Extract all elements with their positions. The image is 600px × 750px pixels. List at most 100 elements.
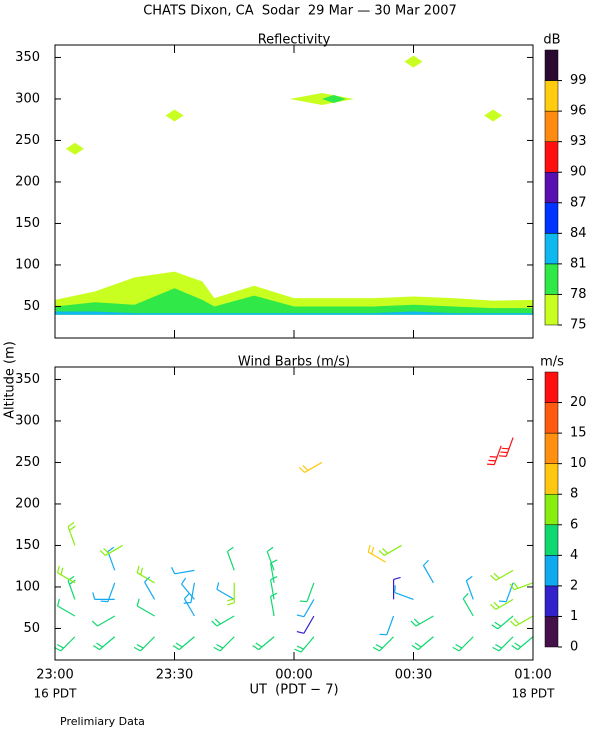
- x-tick-label: 01:00: [514, 668, 551, 683]
- colorbar-tick-label: 4: [570, 548, 578, 563]
- wind-barb: [422, 559, 434, 584]
- colorbar-tick-label: 15: [570, 426, 587, 441]
- colorbar-tick-label: 20: [570, 395, 587, 410]
- wind-barb: [490, 598, 514, 610]
- wind-barb: [136, 598, 155, 617]
- colorbar-segment: [544, 233, 559, 265]
- colorbar-tick-label: 81: [570, 256, 587, 271]
- colorbar-tick-label: 93: [570, 134, 587, 149]
- wind-barb: [490, 569, 514, 581]
- wind-barb: [510, 615, 534, 627]
- y-tick-label: 300: [15, 413, 40, 428]
- wind-barb: [226, 546, 235, 571]
- wind-barb: [462, 593, 474, 617]
- y-tick-label: 50: [23, 299, 40, 314]
- y-tick-label: 200: [15, 174, 40, 189]
- wind-barb: [491, 615, 514, 630]
- x-tick-label: 00:30: [395, 668, 432, 683]
- colorbar-segment: [544, 294, 559, 326]
- colorbar-tick-label: 2: [570, 578, 578, 593]
- wind-barb: [452, 636, 474, 652]
- wind-barb: [270, 575, 278, 600]
- reflectivity-patch: [65, 142, 84, 155]
- colorbar-tick-label: 96: [570, 104, 587, 119]
- wind-barb: [133, 636, 156, 652]
- panel-title: Wind Barbs (m/s): [238, 355, 350, 370]
- y-tick-label: 100: [15, 579, 40, 594]
- colorbar-label: m/s: [540, 355, 564, 370]
- wind-barb: [227, 582, 235, 606]
- footnote: Prelimiary Data: [60, 715, 145, 728]
- colorbar-tick-label: 10: [570, 456, 587, 471]
- colorbar-segment: [544, 141, 559, 173]
- wind-barb: [54, 636, 76, 652]
- colorbar-tick-label: 0: [570, 640, 578, 655]
- wind-barb: [100, 582, 116, 603]
- x-sublabel: 16 PDT: [34, 687, 78, 701]
- wind-barb: [216, 582, 235, 600]
- colorbar-tick-label: 84: [570, 226, 587, 241]
- colorbar-segment: [544, 432, 559, 464]
- y-tick-label: 350: [15, 372, 40, 387]
- wind-barb: [509, 582, 534, 591]
- wind-barb: [107, 546, 116, 571]
- wind-barb: [93, 636, 116, 651]
- wind-barb: [252, 636, 275, 651]
- wind-barb: [99, 544, 124, 556]
- y-tick-label: 50: [23, 621, 40, 636]
- wind-barb: [298, 461, 323, 473]
- y-tick-label: 200: [15, 496, 40, 511]
- wind-barb: [299, 582, 315, 603]
- reflectivity-patch: [321, 94, 346, 103]
- wind-barb: [492, 636, 514, 652]
- colorbar-tick-label: 6: [570, 517, 578, 532]
- wind-barb: [294, 636, 315, 653]
- y-tick-label: 250: [15, 133, 40, 148]
- reflectivity-band: [55, 311, 533, 315]
- colorbar-segment: [544, 171, 559, 204]
- colorbar-segment: [544, 463, 559, 495]
- colorbar-tick-label: 8: [570, 487, 578, 502]
- x-tick-label: 23:30: [156, 668, 193, 683]
- wind-barb: [394, 585, 414, 600]
- reflectivity-patch: [484, 109, 503, 122]
- colorbar-tick-label: 1: [570, 609, 578, 624]
- wind-barb: [172, 636, 195, 651]
- wind-barb: [144, 576, 156, 600]
- wind-barb: [378, 544, 402, 556]
- wind-barb: [57, 565, 76, 584]
- wind-barb: [270, 592, 278, 617]
- colorbar-segment: [544, 402, 559, 434]
- colorbar-segment: [544, 202, 559, 234]
- wind-barb: [411, 636, 434, 651]
- wind-barb: [465, 575, 474, 600]
- plot-frame: [54, 366, 534, 661]
- wind-barb: [183, 593, 195, 617]
- wind-barb: [213, 636, 235, 652]
- wind-barb: [498, 437, 514, 457]
- wind-barb: [379, 615, 395, 636]
- wind-barb: [410, 615, 434, 627]
- wind-barb: [91, 615, 116, 627]
- wind-barb: [296, 615, 315, 634]
- y-tick-label: 350: [15, 50, 40, 65]
- y-tick-label: 150: [15, 538, 40, 553]
- x-axis-label: UT (PDT − 7): [249, 683, 338, 698]
- reflectivity-patch: [404, 55, 423, 68]
- colorbar-segment: [544, 524, 559, 556]
- x-tick-label: 00:00: [275, 668, 312, 683]
- colorbar-tick-label: 99: [570, 73, 587, 88]
- colorbar-segment: [544, 110, 559, 142]
- colorbar-segment: [544, 555, 559, 587]
- wind-barb: [392, 576, 401, 600]
- y-tick-label: 300: [15, 91, 40, 106]
- wind-barb: [372, 636, 395, 652]
- wind-barb: [296, 599, 315, 618]
- reflectivity-patch: [165, 109, 184, 122]
- wind-barb: [67, 521, 76, 546]
- colorbar-segment: [544, 493, 559, 526]
- colorbar-segment: [544, 80, 559, 112]
- y-tick-label: 150: [15, 216, 40, 231]
- y-axis-label: Altitude (m): [3, 341, 18, 419]
